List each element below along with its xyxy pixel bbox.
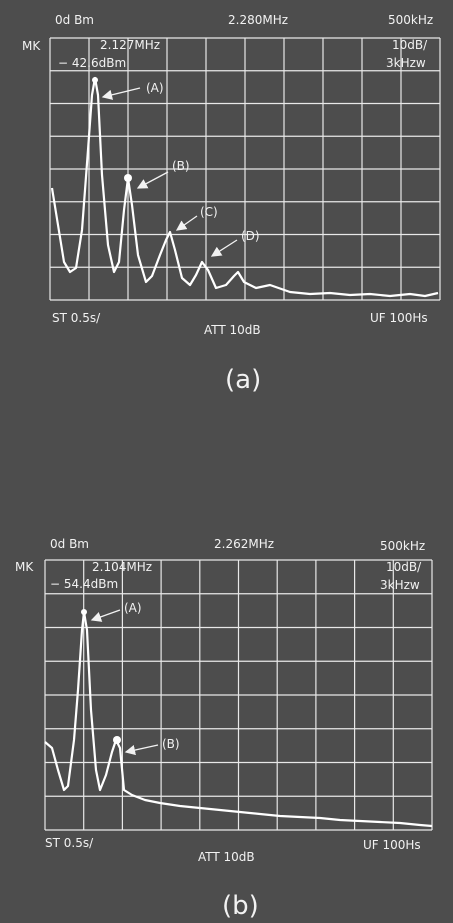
reference-level: 0d Bm [55, 13, 94, 27]
caption: (a) [225, 365, 261, 395]
filter: UF 100Hs [363, 838, 421, 852]
scale: 10dB/ [386, 560, 422, 574]
center-frequency: 2.262MHz [214, 537, 274, 551]
attenuation: ATT 10dB [204, 323, 261, 337]
span: 500kHz [380, 539, 425, 553]
attenuation: ATT 10dB [198, 850, 255, 864]
peak-label: (A) [124, 601, 142, 615]
peak-label: (B) [172, 159, 190, 173]
marker-frequency: 2.127MHz [100, 38, 160, 52]
marker-dot [113, 736, 121, 744]
caption: (b) [222, 891, 259, 921]
sweep-time: ST 0.5s/ [45, 836, 94, 850]
center-frequency: 2.280MHz [228, 13, 288, 27]
marker-level: − 54.4dBm [50, 577, 118, 591]
rbw: 3kHzw [380, 578, 420, 592]
peak-label: (B) [162, 737, 180, 751]
sweep-time: ST 0.5s/ [52, 311, 101, 325]
peak-label: (D) [241, 229, 260, 243]
marker-label: MK [15, 560, 34, 574]
peak-dot [81, 609, 87, 615]
peak-dot [92, 77, 98, 83]
marker-frequency: 2.104MHz [92, 560, 152, 574]
marker-level: − 42.6dBm [58, 56, 126, 70]
span: 500kHz [388, 13, 433, 27]
reference-level: 0d Bm [50, 537, 89, 551]
filter: UF 100Hs [370, 311, 428, 325]
peak-label: (C) [200, 205, 218, 219]
rbw: 3kHzw [386, 56, 426, 70]
peak-label: (A) [146, 81, 164, 95]
marker-dot [124, 174, 132, 182]
screenshot: 0d Bm 2.280MHz 500kHz MK 2.127MHz − 42.6… [0, 0, 453, 923]
marker-label: MK [22, 39, 41, 53]
scale: 10dB/ [392, 38, 428, 52]
